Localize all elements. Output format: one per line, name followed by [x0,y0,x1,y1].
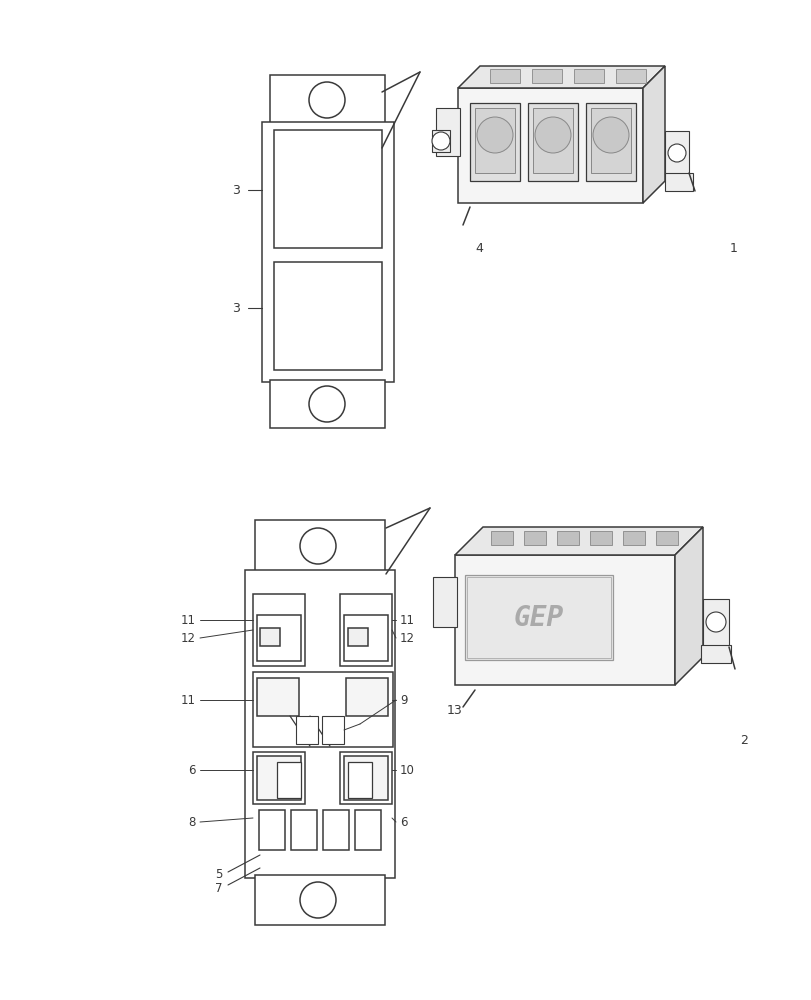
Bar [616,69,646,83]
Bar [253,672,393,747]
Text: 10: 10 [400,764,414,776]
Bar [245,570,394,878]
Text: 7: 7 [214,882,221,894]
Bar [257,615,301,661]
Bar [590,531,611,545]
Bar [527,103,577,181]
Bar [348,628,367,646]
Bar [523,531,545,545]
Polygon shape [674,527,702,685]
Circle shape [299,882,336,918]
Bar [270,380,384,428]
Bar [344,615,388,661]
Bar [340,594,392,666]
Bar [255,875,384,925]
Text: 11: 11 [400,613,414,626]
Bar [273,130,381,248]
Text: 12: 12 [400,632,414,645]
Text: 5: 5 [214,868,221,882]
Bar [270,75,384,125]
Bar [345,678,388,716]
Bar [436,108,460,156]
Polygon shape [454,527,702,555]
Bar [273,262,381,370]
Bar [664,131,689,175]
Bar [489,69,519,83]
Text: 11: 11 [181,694,195,706]
Circle shape [705,612,725,632]
Bar [466,577,610,658]
Bar [290,810,316,850]
Polygon shape [457,66,664,88]
Text: 3: 3 [232,302,240,314]
Polygon shape [642,66,664,203]
Bar [257,678,298,716]
Bar [262,122,393,382]
Text: 12: 12 [181,632,195,645]
Bar [465,575,612,660]
Bar [491,531,513,545]
Bar [664,173,692,191]
Text: 13: 13 [446,704,461,716]
Bar [340,752,392,804]
Circle shape [309,386,345,422]
Bar [700,645,730,663]
Circle shape [309,82,345,118]
Bar [260,628,280,646]
Circle shape [592,117,629,153]
Bar [322,716,344,744]
Bar [457,88,642,203]
Bar [277,762,301,798]
Bar [474,108,514,173]
Bar [344,756,388,800]
Bar [556,531,578,545]
Bar [323,810,349,850]
Text: 3: 3 [232,184,240,196]
Text: 1: 1 [729,241,737,254]
Text: 9: 9 [400,694,407,706]
Bar [348,762,371,798]
Circle shape [431,132,449,150]
Bar [470,103,519,181]
Bar [257,756,301,800]
Bar [531,69,561,83]
Circle shape [667,144,685,162]
Bar [655,531,677,545]
Text: 6: 6 [400,816,407,828]
Bar [296,716,318,744]
Text: 11: 11 [181,613,195,626]
Bar [259,810,285,850]
Bar [432,577,457,627]
Bar [573,69,603,83]
Bar [454,555,674,685]
Circle shape [299,528,336,564]
Text: 6: 6 [188,764,195,776]
Circle shape [534,117,570,153]
Bar [255,520,384,572]
Text: 4: 4 [474,241,483,254]
Bar [622,531,644,545]
Bar [253,594,305,666]
Bar [586,103,635,181]
Bar [431,130,449,152]
Text: 2: 2 [739,734,747,746]
Text: 8: 8 [188,816,195,828]
Bar [702,599,728,647]
Text: GEP: GEP [513,604,564,632]
Bar [532,108,573,173]
Circle shape [476,117,513,153]
Bar [354,810,380,850]
Bar [590,108,630,173]
Bar [253,752,305,804]
